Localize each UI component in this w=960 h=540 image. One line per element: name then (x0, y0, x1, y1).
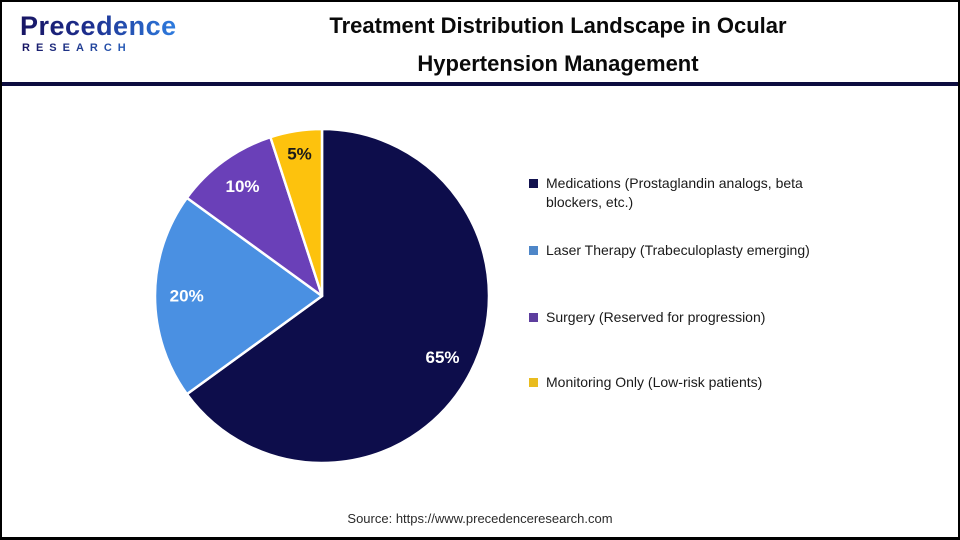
precedence-logo: Precedence RESEARCH (20, 13, 177, 54)
legend-marker-medications (529, 179, 538, 188)
pie-slice-1 (185, 127, 491, 465)
page-title: Treatment Distribution Landscape in Ocul… (170, 7, 946, 83)
legend-label: Laser Therapy (Trabeculoplasty emerging) (546, 242, 810, 258)
pie-slice-value-label: 65% (425, 348, 459, 367)
legend-label: Medications (Prostaglandin analogs, beta… (546, 175, 803, 210)
pie-slice-value-label: 5% (287, 145, 312, 164)
logo-subtitle: RESEARCH (22, 43, 177, 54)
pie-slice-3 (185, 135, 324, 298)
legend-marker-monitoring-only (529, 378, 538, 387)
pie-slice-4 (269, 127, 324, 298)
legend-item-medications: Medications (Prostaglandin analogs, beta… (529, 174, 939, 212)
pie-chart-svg: 65% 20% 10% 5% (153, 127, 491, 465)
logo-wordmark: Precedence (20, 11, 177, 41)
legend-item-monitoring-only: Monitoring Only (Low-risk patients) (529, 373, 939, 392)
header: Precedence RESEARCH Treatment Distributi… (2, 2, 958, 86)
legend: Medications (Prostaglandin analogs, beta… (529, 174, 939, 392)
legend-item-surgery: Surgery (Reserved for progression) (529, 308, 939, 327)
source-text: Source: https://www.precedenceresearch.c… (347, 511, 613, 526)
legend-marker-laser-therapy (529, 246, 538, 255)
title-line-1: Treatment Distribution Landscape in Ocul… (329, 13, 787, 38)
legend-label: Monitoring Only (Low-risk patients) (546, 374, 763, 390)
header-divider (2, 82, 958, 86)
pie-slice-2 (153, 196, 324, 396)
legend-item-laser-therapy: Laser Therapy (Trabeculoplasty emerging) (529, 241, 939, 260)
legend-label: Surgery (Reserved for progression) (546, 309, 766, 325)
title-line-2: Hypertension Management (417, 51, 699, 76)
legend-marker-surgery (529, 313, 538, 322)
pie-slice-value-label: 20% (170, 287, 204, 306)
pie-chart: 65% 20% 10% 5% (122, 96, 522, 496)
pie-slice-value-label: 10% (225, 177, 259, 196)
